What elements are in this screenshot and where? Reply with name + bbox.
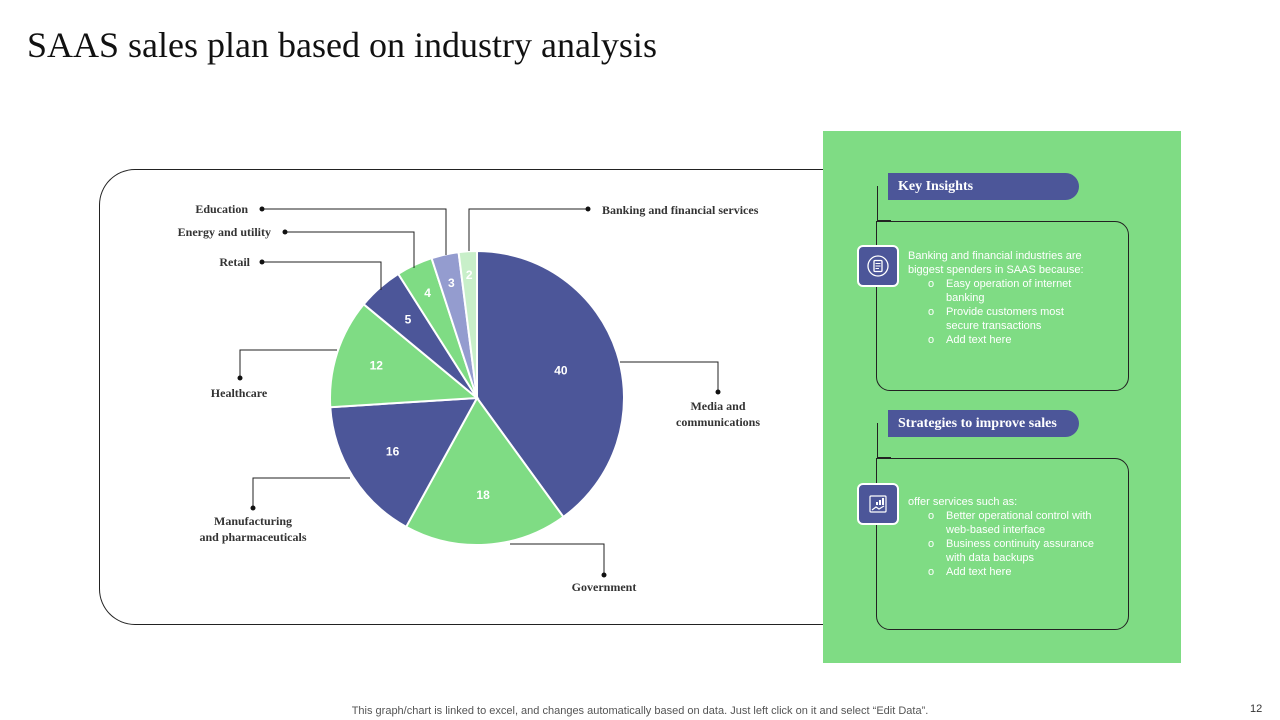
category-label: Manufacturing and pharmaceuticals — [199, 514, 306, 544]
category-label: Media and communications — [676, 399, 760, 429]
leader-line — [620, 361, 719, 392]
chart-frame — [99, 169, 859, 625]
key-insights-list: Easy operation of internet banking Provi… — [908, 277, 1098, 347]
leader-dot — [259, 206, 265, 212]
pie-slice — [404, 396, 565, 546]
pie-slice — [329, 396, 479, 529]
leader-dot — [601, 572, 607, 578]
data-label: 12 — [370, 358, 384, 372]
data-label: 3 — [448, 276, 455, 290]
growth-chart-icon — [857, 483, 899, 525]
key-insights-text: Banking and financial industries are big… — [908, 249, 1098, 347]
leader-line — [262, 208, 447, 255]
strategies-list: Better operational control with web-base… — [908, 509, 1098, 579]
key-insights-intro: Banking and financial industries are big… — [908, 250, 1084, 276]
pie-slice — [476, 249, 625, 519]
page-title: SAAS sales plan based on industry analys… — [27, 25, 657, 65]
list-item: Business continuity assurance with data … — [928, 537, 1098, 565]
leader-dot — [282, 229, 288, 235]
category-label: Energy and utility — [178, 225, 271, 239]
strategies-box — [876, 458, 1129, 630]
leader-dot — [250, 505, 256, 511]
key-insights-connector — [877, 186, 878, 221]
list-item: Add text here — [928, 565, 1098, 579]
strategies-intro: offer services such as: — [908, 496, 1018, 508]
leader-dot — [715, 389, 721, 395]
data-label: 4 — [424, 286, 431, 300]
leader-line — [468, 208, 588, 251]
leader-dot — [259, 259, 265, 265]
page-number: 12 — [1250, 703, 1263, 715]
leader-line — [262, 261, 382, 290]
leader-dot — [585, 206, 591, 212]
category-label: Banking and financial services — [602, 203, 759, 217]
data-label: 18 — [476, 488, 490, 502]
list-item: Easy operation of internet banking — [928, 277, 1098, 305]
category-label: Retail — [219, 255, 250, 269]
footer-note: This graph/chart is linked to excel, and… — [351, 705, 929, 717]
pie-slice — [329, 302, 480, 409]
leader-line — [285, 231, 415, 268]
data-label: 16 — [386, 445, 400, 459]
list-item: Add text here — [928, 333, 1098, 347]
data-label: 40 — [554, 364, 568, 378]
data-label: 5 — [405, 313, 412, 327]
list-item: Provide customers most secure transactio… — [928, 305, 1098, 333]
list-item: Better operational control with web-base… — [928, 509, 1098, 537]
strategies-connector — [877, 423, 878, 458]
leader-line — [252, 477, 350, 508]
data-label: 2 — [466, 268, 473, 282]
strategies-text: offer services such as: Better operation… — [908, 495, 1098, 579]
category-label: Healthcare — [211, 386, 268, 400]
pie-slice — [457, 249, 478, 399]
leader-line — [239, 349, 337, 378]
strategies-connector-h — [877, 457, 891, 458]
category-label: Government — [572, 580, 637, 594]
leader-line — [510, 543, 605, 575]
category-label: Education — [195, 202, 248, 216]
document-icon — [857, 245, 899, 287]
strategies-header: Strategies to improve sales — [888, 410, 1079, 437]
key-insights-connector-h — [877, 220, 891, 221]
key-insights-header: Key Insights — [888, 173, 1079, 200]
leader-dot — [237, 375, 243, 381]
key-insights-box — [876, 221, 1129, 391]
